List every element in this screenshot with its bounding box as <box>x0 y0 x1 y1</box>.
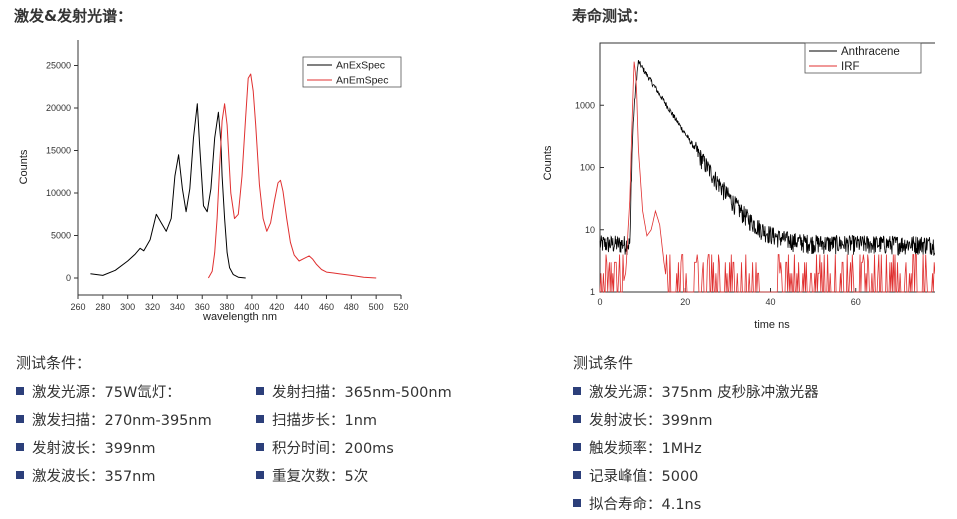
x-tick-label: 360 <box>195 302 210 312</box>
condition-item: 拟合寿命：4.1ns <box>573 491 819 519</box>
bullet-icon <box>573 415 581 423</box>
series-line-anthracene <box>599 59 935 256</box>
condition-item: 重复次数：5次 <box>256 463 452 491</box>
condition-item: 扫描步长：1nm <box>256 407 452 435</box>
y-tick-label: 100 <box>580 163 595 173</box>
x-tick-label: 380 <box>220 302 235 312</box>
lifetime-plot-frame <box>599 42 935 293</box>
lifetime-title: 寿命测试： <box>572 7 648 25</box>
x-tick-label: 440 <box>294 302 309 312</box>
x-tick-label: 340 <box>170 302 185 312</box>
y-tick-label: 1 <box>590 287 595 297</box>
spectrum-legend-box <box>302 56 402 88</box>
condition-item: 记录峰值：5000 <box>573 463 819 491</box>
spectrum-axes <box>77 40 401 296</box>
spectrum-chart: 260 280 300 320 340 360 380 400 420 440 460 480 500 5… <box>18 40 409 323</box>
x-tick-label: 60 <box>851 297 861 307</box>
series-line-anexspec <box>90 103 246 279</box>
bullet-icon <box>573 471 581 479</box>
legend-label-anemspec: AnEmSpec <box>336 75 389 87</box>
lifetime-axes <box>599 42 935 293</box>
condition-item: 激发光源：375nm 皮秒脉冲激光器 <box>573 379 819 407</box>
y-tick-label: 1000 <box>575 100 595 110</box>
bullet-icon <box>256 443 264 451</box>
x-tick-label: 400 <box>244 302 259 312</box>
x-tick-label: 20 <box>680 297 690 307</box>
spectrum-x-axis-label: wavelength nm <box>202 311 277 323</box>
lifetime-legend-box <box>804 42 922 74</box>
bullet-icon <box>256 387 264 395</box>
y-tick-label: 15000 <box>46 146 71 156</box>
condition-item: 触发频率：1MHz <box>573 435 819 463</box>
excitation-emission-title: 激发&发射光谱： <box>14 7 133 25</box>
x-tick-label: 0 <box>597 297 602 307</box>
lifetime-chart: 0204060801101001000 time ns Counts Anthr… <box>542 42 935 331</box>
y-tick-label: 0 <box>66 273 71 283</box>
bullet-icon <box>16 471 24 479</box>
legend-label-anexspec: AnExSpec <box>336 60 385 72</box>
right-conditions: 激发光源：375nm 皮秒脉冲激光器 发射波长：399nm 触发频率：1MHz … <box>573 379 819 519</box>
lifetime-legend: Anthracene IRF <box>804 42 922 74</box>
y-tick-label: 25000 <box>46 61 71 71</box>
legend-label-irf: IRF <box>841 61 860 73</box>
spectrum-ticks: 260 280 300 320 340 360 380 400 420 440 460 480 500 5… <box>46 61 409 313</box>
lifetime-x-axis-label: time ns <box>754 319 790 331</box>
lifetime-ticks: 0204060801101001000 <box>575 100 861 307</box>
y-tick-label: 5000 <box>51 231 71 241</box>
condition-item: 激发波长：357nm <box>16 463 212 491</box>
x-tick-label: 280 <box>95 302 110 312</box>
y-tick-label: 20000 <box>46 103 71 113</box>
x-tick-label: 500 <box>369 302 384 312</box>
x-tick-label: 40 <box>765 297 775 307</box>
bullet-icon <box>16 415 24 423</box>
condition-item: 发射波长：399nm <box>16 435 212 463</box>
spectrum-series <box>90 73 377 279</box>
legend-label-anthracene: Anthracene <box>841 46 900 58</box>
condition-item: 激发扫描：270nm-395nm <box>16 407 212 435</box>
x-tick-label: 480 <box>344 302 359 312</box>
x-tick-label: 300 <box>120 302 135 312</box>
bullet-icon <box>573 387 581 395</box>
lifetime-series <box>599 59 935 293</box>
condition-item: 积分时间：200ms <box>256 435 452 463</box>
series-line-irf <box>599 61 935 293</box>
left-conditions-col1: 激发光源：75W氙灯： 激发扫描：270nm-395nm 发射波长：399nm … <box>16 379 212 491</box>
bullet-icon <box>256 471 264 479</box>
spectrum-y-axis-label: Counts <box>18 149 30 184</box>
x-tick-label: 320 <box>145 302 160 312</box>
right-conditions-title: 测试条件 <box>573 354 634 372</box>
bullet-icon <box>256 415 264 423</box>
x-tick-label: 420 <box>269 302 284 312</box>
series-line-anemspec <box>207 73 377 279</box>
condition-item: 激发光源：75W氙灯： <box>16 379 212 407</box>
bullet-icon <box>573 443 581 451</box>
left-conditions-col2: 发射扫描：365nm-500nm 扫描步长：1nm 积分时间：200ms 重复次… <box>256 379 452 491</box>
x-tick-label: 260 <box>70 302 85 312</box>
x-tick-label: 520 <box>393 302 408 312</box>
bullet-icon <box>16 443 24 451</box>
condition-item: 发射扫描：365nm-500nm <box>256 379 452 407</box>
y-tick-label: 10 <box>585 225 595 235</box>
x-tick-label: 460 <box>319 302 334 312</box>
bullet-icon <box>573 499 581 507</box>
left-conditions-title: 测试条件： <box>16 354 92 372</box>
y-tick-label: 10000 <box>46 188 71 198</box>
lifetime-y-axis-label: Counts <box>542 145 554 180</box>
bullet-icon <box>16 387 24 395</box>
spectrum-legend: AnExSpec AnEmSpec <box>302 56 402 88</box>
condition-item: 发射波长：399nm <box>573 407 819 435</box>
